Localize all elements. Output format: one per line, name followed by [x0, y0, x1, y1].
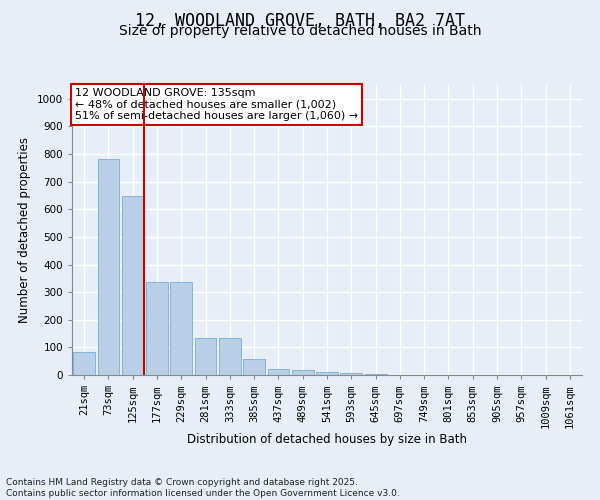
Bar — [194, 338, 217, 375]
Bar — [73, 352, 95, 375]
Y-axis label: Number of detached properties: Number of detached properties — [18, 137, 31, 323]
Bar — [316, 372, 338, 375]
Text: 12 WOODLAND GROVE: 135sqm
← 48% of detached houses are smaller (1,002)
51% of se: 12 WOODLAND GROVE: 135sqm ← 48% of detac… — [74, 88, 358, 121]
Bar — [365, 374, 386, 375]
Bar — [243, 359, 265, 375]
Bar — [219, 338, 241, 375]
Bar — [170, 282, 192, 375]
Text: Size of property relative to detached houses in Bath: Size of property relative to detached ho… — [119, 24, 481, 38]
Bar — [122, 196, 143, 375]
Bar — [97, 158, 119, 375]
Bar — [340, 373, 362, 375]
Bar — [292, 370, 314, 375]
Text: 12, WOODLAND GROVE, BATH, BA2 7AT: 12, WOODLAND GROVE, BATH, BA2 7AT — [135, 12, 465, 30]
Text: Contains HM Land Registry data © Crown copyright and database right 2025.
Contai: Contains HM Land Registry data © Crown c… — [6, 478, 400, 498]
Bar — [268, 369, 289, 375]
Bar — [146, 282, 168, 375]
X-axis label: Distribution of detached houses by size in Bath: Distribution of detached houses by size … — [187, 434, 467, 446]
